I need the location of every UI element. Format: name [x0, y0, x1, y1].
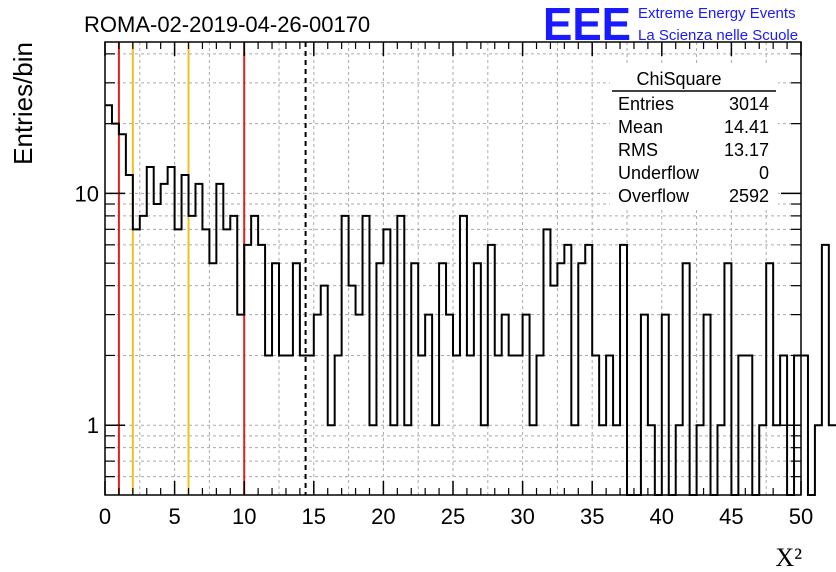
reference-lines [117, 42, 307, 495]
chart-title: ROMA-02-2019-04-26-00170 [84, 12, 370, 37]
stats-row-label: Overflow [618, 186, 690, 206]
stats-row-value: 2592 [729, 186, 769, 206]
x-tick-label: 5 [168, 504, 180, 529]
x-tick-label: 15 [302, 504, 326, 529]
x-tick-label: 10 [232, 504, 256, 529]
x-axis-label: X² [775, 543, 802, 572]
stats-row-value: 13.17 [724, 140, 769, 160]
stats-row-label: Entries [618, 94, 674, 114]
x-tick-label: 20 [371, 504, 395, 529]
stats-row-label: RMS [618, 140, 658, 160]
y-axis-label: Entries/bin [8, 42, 38, 165]
stats-row-value: 0 [759, 163, 769, 183]
brand-line-2: La Scienza nelle Scuole [638, 27, 798, 44]
stats-box-background [610, 65, 778, 210]
stats-box: ChiSquare Entries 3014 Mean 14.41 RMS 13.17 Un… [610, 65, 778, 210]
stats-row-label: Underflow [618, 163, 700, 183]
y-tick-label: 1 [87, 413, 99, 438]
brand-line-1: Extreme Energy Events [638, 5, 796, 22]
x-tick-label: 0 [99, 504, 111, 529]
x-tick-label: 40 [650, 504, 674, 529]
stats-rows: Entries 3014 Mean 14.41 RMS 13.17 Underflow 0 Ov… [618, 94, 769, 206]
y-axis-ticks: 1 10 [75, 53, 801, 478]
x-tick-label: 45 [719, 504, 743, 529]
y-tick-label: 10 [75, 181, 99, 206]
stats-title: ChiSquare [636, 69, 721, 89]
x-tick-label: 25 [441, 504, 465, 529]
histogram-step-line [105, 104, 836, 496]
x-tick-label: 50 [789, 504, 813, 529]
stats-row-value: 14.41 [724, 117, 769, 137]
x-axis-ticks: 0 5 10 15 20 25 30 35 40 45 50 [99, 42, 813, 529]
eee-logo-text: EEE [543, 0, 631, 50]
x-tick-label: 35 [580, 504, 604, 529]
eee-logo: EEE Extreme Energy Events La Scienza nel… [543, 0, 798, 50]
stats-row-value: 3014 [729, 94, 769, 114]
x-tick-label: 30 [510, 504, 534, 529]
stats-row-label: Mean [618, 117, 663, 137]
